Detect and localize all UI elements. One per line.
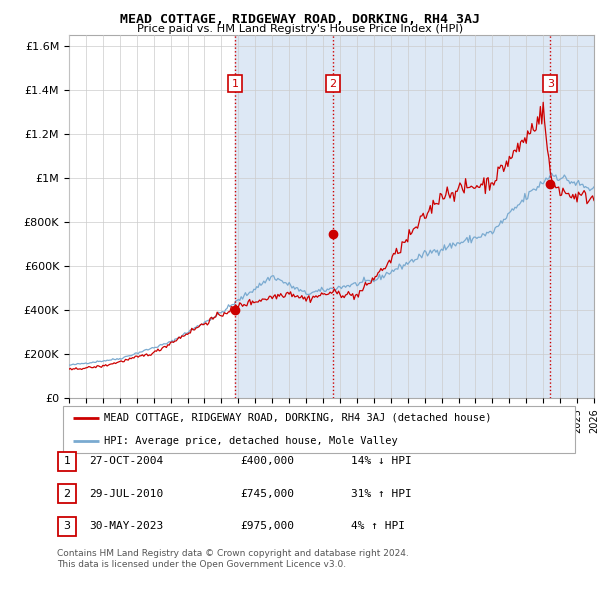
FancyBboxPatch shape (62, 406, 575, 453)
FancyBboxPatch shape (58, 517, 76, 536)
Text: £745,000: £745,000 (240, 489, 294, 499)
Text: £975,000: £975,000 (240, 522, 294, 531)
Bar (235, 35, 332, 398)
Text: 2: 2 (329, 79, 336, 88)
Text: 4% ↑ HPI: 4% ↑ HPI (351, 522, 405, 531)
Text: 14% ↓ HPI: 14% ↓ HPI (351, 457, 412, 466)
Text: 30-MAY-2023: 30-MAY-2023 (89, 522, 163, 531)
Text: 1: 1 (64, 457, 70, 466)
Text: 27-OCT-2004: 27-OCT-2004 (89, 457, 163, 466)
Text: 3: 3 (64, 522, 70, 531)
FancyBboxPatch shape (58, 484, 76, 503)
Text: HPI: Average price, detached house, Mole Valley: HPI: Average price, detached house, Mole… (104, 437, 398, 447)
Bar (332, 35, 550, 398)
Text: £400,000: £400,000 (240, 457, 294, 466)
Text: 31% ↑ HPI: 31% ↑ HPI (351, 489, 412, 499)
Text: 29-JUL-2010: 29-JUL-2010 (89, 489, 163, 499)
Text: MEAD COTTAGE, RIDGEWAY ROAD, DORKING, RH4 3AJ: MEAD COTTAGE, RIDGEWAY ROAD, DORKING, RH… (120, 13, 480, 26)
Text: Contains HM Land Registry data © Crown copyright and database right 2024.: Contains HM Land Registry data © Crown c… (57, 549, 409, 558)
Text: This data is licensed under the Open Government Licence v3.0.: This data is licensed under the Open Gov… (57, 560, 346, 569)
Text: 2: 2 (64, 489, 70, 499)
Bar (550, 35, 594, 398)
FancyBboxPatch shape (58, 452, 76, 471)
Text: Price paid vs. HM Land Registry's House Price Index (HPI): Price paid vs. HM Land Registry's House … (137, 24, 463, 34)
Text: 3: 3 (547, 79, 554, 88)
Text: MEAD COTTAGE, RIDGEWAY ROAD, DORKING, RH4 3AJ (detached house): MEAD COTTAGE, RIDGEWAY ROAD, DORKING, RH… (104, 412, 491, 422)
Text: 1: 1 (232, 79, 239, 88)
